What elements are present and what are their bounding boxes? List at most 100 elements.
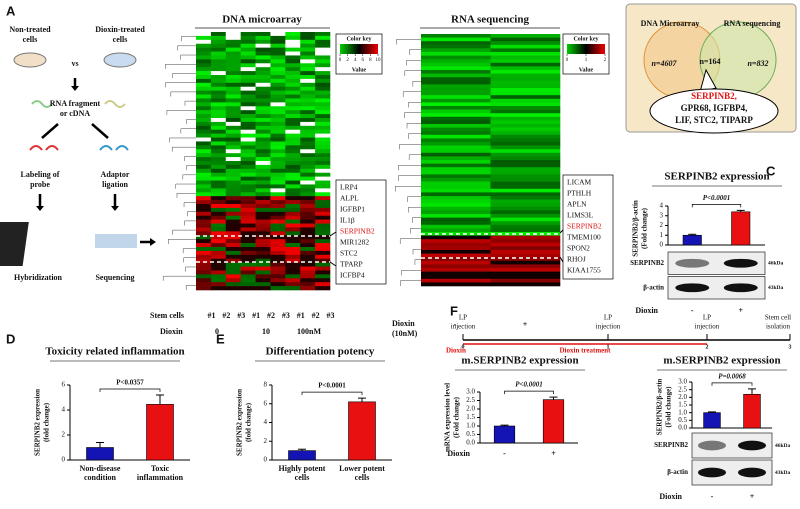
column-label: #1 (297, 311, 305, 320)
heatmap-cell (315, 266, 331, 271)
heatmap-cell (240, 262, 256, 267)
column-label: #2 (312, 311, 320, 320)
heatmap-cell (210, 258, 227, 263)
heatmap-cell (490, 109, 561, 114)
heatmap-cell (196, 164, 212, 170)
key-bar (567, 44, 605, 54)
heatmap-cell (210, 86, 227, 91)
probe (29, 145, 59, 151)
dendrogram (165, 64, 196, 69)
heatmap-cell (270, 35, 286, 41)
heatmap-cell (225, 196, 241, 201)
heatmap-cell (270, 98, 286, 103)
heatmap-cell (225, 270, 241, 275)
heatmap-cell (315, 219, 331, 224)
event-label: LP (604, 314, 612, 322)
heatmap-cell (196, 286, 212, 291)
heatmap-cell (300, 118, 316, 123)
heatmap-cell (421, 73, 491, 78)
heatmap-cell (315, 262, 331, 267)
heatmap-cell (285, 243, 301, 248)
blot-band (738, 467, 766, 478)
heatmap-cell (490, 260, 561, 265)
heatmap-cell (196, 266, 212, 271)
heatmap-cell (315, 121, 331, 127)
heatmap-cell (490, 70, 561, 74)
heatmap-cell (196, 102, 212, 107)
x-tick-label: + (738, 306, 743, 315)
heatmap-cell (225, 35, 241, 41)
heatmap-cell (225, 161, 241, 166)
heatmap-cell (210, 184, 227, 189)
heatmap-cell (196, 51, 212, 56)
heatmap-cell (285, 98, 301, 103)
y-axis-label: SERPINB2/β-actin (656, 379, 664, 436)
heatmap-cell (285, 192, 301, 197)
heatmap-cell (196, 32, 212, 37)
heatmap-cell (210, 211, 227, 217)
x-tick-label: Non-disease condition (79, 464, 121, 482)
heatmap-cell (421, 278, 491, 283)
heatmap-cell (225, 243, 241, 248)
heatmap-cell (270, 51, 286, 56)
y-axis-label: SERPINB2/β-actin (632, 200, 640, 257)
heatmap-cell (285, 39, 301, 45)
heatmap-cell (255, 59, 271, 64)
heatmap-cell (255, 192, 271, 197)
heatmap-cell (255, 35, 271, 41)
row-label: (10nM) (392, 329, 418, 338)
heatmap-cell (196, 243, 212, 248)
heatmap-cell (225, 258, 241, 263)
gene: KIAA1755 (567, 266, 601, 275)
heatmap-cell (300, 98, 316, 103)
heatmap-cell (285, 235, 301, 240)
chip (0, 222, 29, 266)
heatmap-cell (240, 67, 256, 72)
dendrogram (398, 175, 421, 181)
heatmap-cell (196, 98, 212, 103)
heatmap-cell (255, 254, 271, 260)
heatmap-cell (255, 133, 271, 138)
heatmap-cell (300, 71, 316, 76)
heatmap-cell (270, 78, 286, 84)
heatmap-cell (285, 59, 301, 64)
heatmap-cell (421, 268, 491, 272)
heatmap-cell (300, 125, 316, 131)
heatmap-cell (421, 41, 491, 46)
heatmap-cell (490, 113, 561, 118)
dendrogram (166, 110, 196, 115)
heatmap-cell (270, 196, 286, 201)
significance-bracket (99, 388, 161, 392)
heatmap-cell (285, 51, 301, 56)
heatmap-cell (225, 94, 241, 99)
heatmap-cell (225, 55, 241, 60)
heatmap-cell (490, 59, 561, 64)
heatmap-cell (225, 141, 241, 146)
heatmap-cell (300, 227, 316, 232)
heatmap-cell (255, 235, 271, 240)
heatmap-cell (270, 243, 286, 248)
heatmap-cell (285, 223, 301, 228)
blot (667, 251, 766, 275)
heatmap-cell (240, 102, 256, 107)
heatmap-cell (255, 274, 271, 279)
dendrogram (185, 285, 196, 290)
dendrogram (408, 207, 421, 213)
heatmap-title: DNA microarray (222, 14, 302, 26)
heatmap-cell (210, 262, 227, 267)
label: Labeling of (21, 170, 60, 179)
heatmap-cell (315, 286, 331, 291)
heatmap-cell (421, 120, 491, 125)
heatmap-cell (240, 106, 256, 111)
heatmap-cell (490, 98, 561, 103)
heatmap-cell (196, 231, 212, 236)
heatmap-cell (210, 192, 227, 197)
heatmap-cell (255, 71, 271, 76)
x-tick-label: Lower potent cells (339, 464, 385, 482)
heatmap-cell (270, 227, 286, 232)
group-label: + (523, 320, 528, 329)
y-tick-label: 8 (264, 381, 268, 389)
heatmap-cell (255, 243, 271, 248)
gene: SERPINB2 (567, 222, 602, 231)
y-tick-label: 2 (660, 221, 664, 229)
